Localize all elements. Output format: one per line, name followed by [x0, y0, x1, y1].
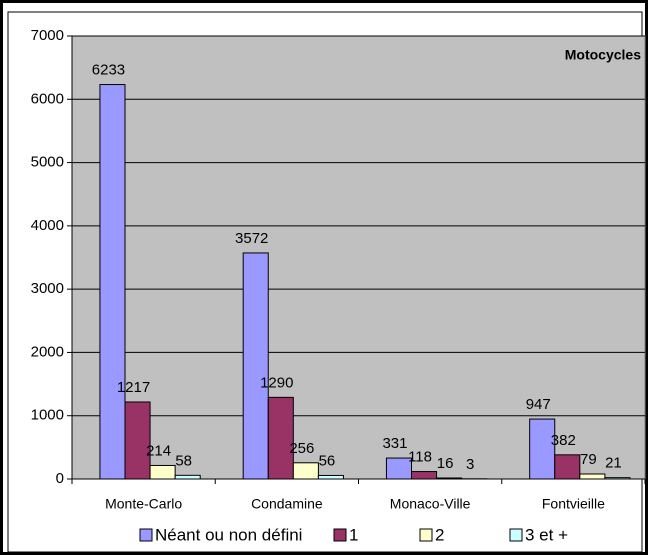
data-label: 79 [580, 451, 597, 468]
data-label: 6233 [92, 62, 125, 79]
bar [554, 454, 581, 480]
y-tick-label: 7000 [31, 27, 64, 44]
bar [149, 464, 176, 480]
chart-title: Motocycles [565, 47, 641, 63]
y-tick-label: 1000 [31, 407, 64, 424]
data-label: 118 [408, 449, 432, 466]
data-label: 214 [146, 442, 171, 459]
legend-label: 1 [349, 525, 358, 544]
bar [529, 418, 556, 480]
legend-label: Néant ou non défini [155, 525, 302, 544]
legend-swatch [139, 528, 153, 542]
plot-area [71, 35, 646, 480]
data-label: 331 [382, 435, 407, 452]
x-tick-label: Fontvieille [542, 496, 605, 512]
y-tick-label: 5000 [31, 154, 64, 171]
bar [385, 457, 413, 480]
data-label: 16 [437, 455, 454, 472]
bar [99, 84, 126, 480]
legend-swatch [419, 528, 433, 542]
bar [242, 252, 269, 480]
data-label: 3572 [235, 230, 268, 247]
data-label: 3 [466, 456, 474, 473]
bar [124, 401, 151, 480]
y-tick-label: 4000 [31, 217, 64, 234]
x-tick-label: Monte-Carlo [105, 496, 182, 512]
y-tick-label: 3000 [31, 280, 64, 297]
bar [579, 473, 606, 480]
data-label: 382 [551, 432, 576, 449]
y-tick-label: 0 [56, 470, 64, 487]
y-tick-label: 2000 [31, 343, 64, 360]
bar [267, 396, 294, 480]
data-label: 1290 [260, 374, 293, 391]
data-label: 256 [289, 440, 314, 457]
x-tick-label: Condamine [251, 496, 323, 512]
x-tick-label: Monaco-Ville [390, 496, 471, 512]
data-label: 947 [526, 396, 551, 413]
y-tick-label: 6000 [31, 90, 64, 107]
bar [317, 474, 344, 480]
bar [604, 477, 631, 480]
bar [292, 462, 319, 480]
data-label: 58 [175, 452, 192, 469]
data-label: 56 [319, 452, 336, 469]
legend-swatch [509, 528, 523, 542]
data-label: 1217 [117, 379, 150, 396]
data-label: 21 [605, 455, 622, 472]
legend-label: 3 et + [525, 525, 568, 544]
bar [411, 471, 438, 480]
bar [436, 477, 463, 480]
legend-label: 2 [435, 525, 444, 544]
legend-swatch [333, 528, 347, 542]
bar [174, 474, 201, 480]
